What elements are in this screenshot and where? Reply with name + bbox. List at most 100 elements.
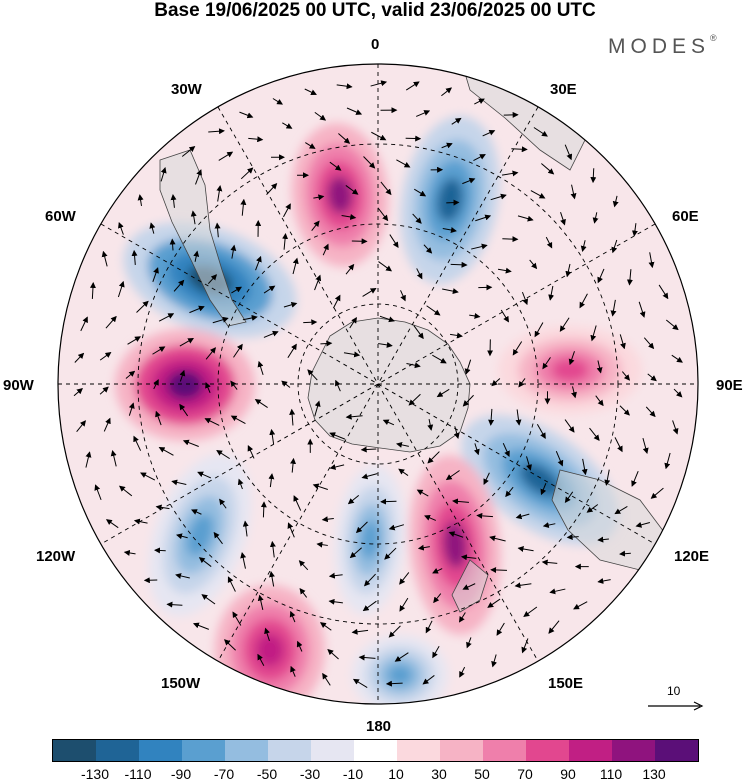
colorbar-tick-label: 130	[642, 766, 666, 782]
wind-vector	[242, 520, 249, 537]
colorbar-tick-label: 10	[388, 766, 404, 782]
wind-vector	[541, 163, 555, 175]
wind-vector	[254, 398, 268, 408]
wind-vector	[193, 250, 200, 262]
map-title: Base 19/06/2025 00 UTC, valid 23/06/2025…	[154, 0, 596, 21]
wind-vector	[257, 653, 265, 666]
wind-vector	[445, 470, 460, 481]
wind-vector	[282, 122, 293, 129]
wind-vector	[436, 388, 450, 398]
negative-anomaly-contour	[360, 520, 380, 560]
wind-vector	[643, 337, 655, 350]
wind-vector	[521, 291, 529, 306]
wind-vector	[396, 159, 411, 168]
wind-vector	[559, 317, 570, 332]
logo-text: MODES	[608, 35, 711, 58]
wind-vector	[118, 221, 124, 235]
wind-vector	[363, 156, 376, 169]
wind-vector	[380, 181, 392, 196]
wind-vector	[257, 594, 264, 611]
wind-vector	[133, 435, 142, 451]
wind-vector	[515, 409, 522, 426]
wind-vector	[269, 540, 276, 558]
wind-vector	[442, 288, 459, 295]
wind-vector	[293, 495, 302, 511]
wind-vector	[416, 110, 431, 117]
wind-vector	[137, 194, 144, 206]
wind-vector	[614, 437, 623, 453]
wind-vector	[658, 284, 669, 300]
colorbar-tick-label: -70	[213, 766, 235, 782]
wind-vector	[360, 446, 377, 453]
colorbar-swatch	[569, 740, 612, 761]
wind-vector	[426, 305, 441, 316]
wind-vector	[260, 501, 267, 518]
wind-vector	[474, 98, 485, 105]
wind-vector	[227, 576, 236, 592]
wind-vector	[263, 330, 279, 338]
wind-vector	[446, 199, 460, 206]
wind-vector	[518, 378, 526, 388]
wind-vector	[452, 498, 469, 505]
lon-label-0: 0	[371, 36, 380, 53]
wind-vector	[496, 622, 505, 636]
wind-vector	[673, 388, 683, 398]
wind-vector	[296, 640, 303, 652]
positive-anomaly-contour	[255, 633, 285, 667]
reference-vector-arrow	[648, 701, 704, 711]
wind-vector	[292, 257, 299, 275]
wind-vector	[441, 87, 453, 97]
colorbar-swatch	[268, 740, 311, 761]
wind-vector	[425, 620, 433, 634]
wind-vector	[216, 449, 230, 460]
wind-vector	[441, 142, 453, 149]
wind-vector	[517, 546, 534, 552]
registered-mark: ®	[710, 33, 717, 43]
wind-vector	[327, 648, 339, 660]
wind-vector	[140, 472, 156, 481]
colorbar-swatch	[440, 740, 483, 761]
modes-logo: MODES®	[608, 33, 717, 59]
wind-vector	[490, 193, 507, 201]
wind-vector	[352, 678, 368, 689]
colorbar-tick-label: 30	[431, 766, 447, 782]
wind-vector	[127, 336, 141, 345]
wind-vector	[631, 471, 639, 487]
wind-vector	[269, 428, 276, 445]
wind-vector	[290, 457, 297, 473]
wind-vector	[448, 531, 464, 538]
colorbar-tick-label: -130	[80, 766, 110, 782]
wind-vector	[595, 395, 604, 407]
wind-vector	[101, 250, 108, 267]
wind-vector	[125, 370, 136, 379]
wind-vector	[230, 415, 246, 425]
wind-vector	[171, 479, 187, 486]
wind-vector	[635, 521, 651, 528]
wind-vector	[338, 133, 351, 144]
wind-vector	[232, 611, 242, 626]
colorbar-swatch	[354, 740, 397, 761]
colorbar-tick-label: -30	[299, 766, 321, 782]
wind-vector	[471, 243, 488, 250]
wind-vector	[517, 215, 534, 222]
wind-vector	[192, 622, 210, 630]
wind-vector	[542, 357, 551, 370]
wind-vector	[363, 573, 376, 587]
colorbar-swatch	[397, 740, 440, 761]
wind-vector	[311, 220, 320, 231]
wind-vector	[469, 312, 481, 319]
wind-vector	[351, 628, 369, 635]
wind-vector	[223, 639, 236, 651]
wind-vector	[207, 274, 218, 284]
wind-vector	[80, 316, 88, 332]
wind-vector	[272, 98, 283, 105]
wind-vector	[214, 222, 221, 238]
wind-vector	[239, 111, 254, 119]
colorbar-tick-label: -10	[342, 766, 364, 782]
wind-vector	[321, 516, 334, 523]
wind-vector	[413, 325, 424, 340]
wind-vector	[400, 290, 406, 302]
wind-vector	[385, 680, 403, 687]
colorbar-swatch	[96, 740, 139, 761]
wind-vector	[219, 498, 227, 509]
